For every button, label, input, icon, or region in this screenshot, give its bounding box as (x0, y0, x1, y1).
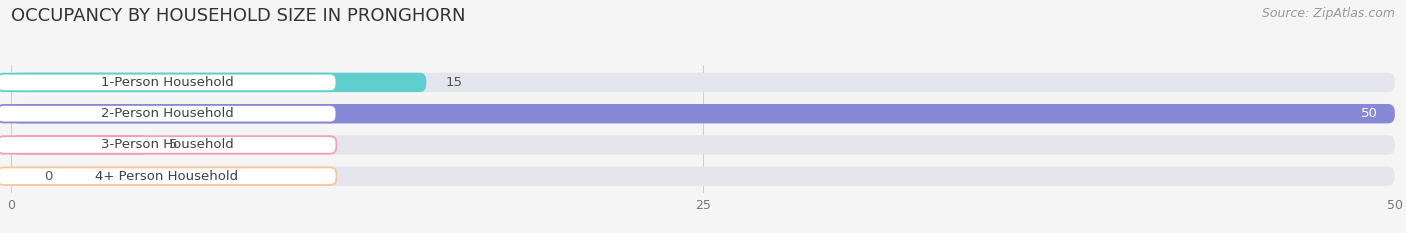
FancyBboxPatch shape (11, 135, 1395, 155)
Text: 1-Person Household: 1-Person Household (100, 76, 233, 89)
FancyBboxPatch shape (11, 104, 1395, 123)
Text: 15: 15 (446, 76, 463, 89)
FancyBboxPatch shape (11, 135, 149, 155)
FancyBboxPatch shape (0, 168, 336, 185)
FancyBboxPatch shape (0, 136, 336, 154)
FancyBboxPatch shape (11, 73, 1395, 92)
Text: 5: 5 (169, 138, 177, 151)
Text: OCCUPANCY BY HOUSEHOLD SIZE IN PRONGHORN: OCCUPANCY BY HOUSEHOLD SIZE IN PRONGHORN (11, 7, 465, 25)
Text: 2-Person Household: 2-Person Household (100, 107, 233, 120)
Text: 3-Person Household: 3-Person Household (100, 138, 233, 151)
FancyBboxPatch shape (0, 74, 336, 91)
FancyBboxPatch shape (11, 167, 1395, 186)
Text: 50: 50 (1361, 107, 1378, 120)
FancyBboxPatch shape (0, 105, 336, 122)
Text: 4+ Person Household: 4+ Person Household (96, 170, 239, 183)
Text: Source: ZipAtlas.com: Source: ZipAtlas.com (1261, 7, 1395, 20)
FancyBboxPatch shape (11, 104, 1395, 123)
FancyBboxPatch shape (11, 73, 426, 92)
Text: 0: 0 (45, 170, 53, 183)
